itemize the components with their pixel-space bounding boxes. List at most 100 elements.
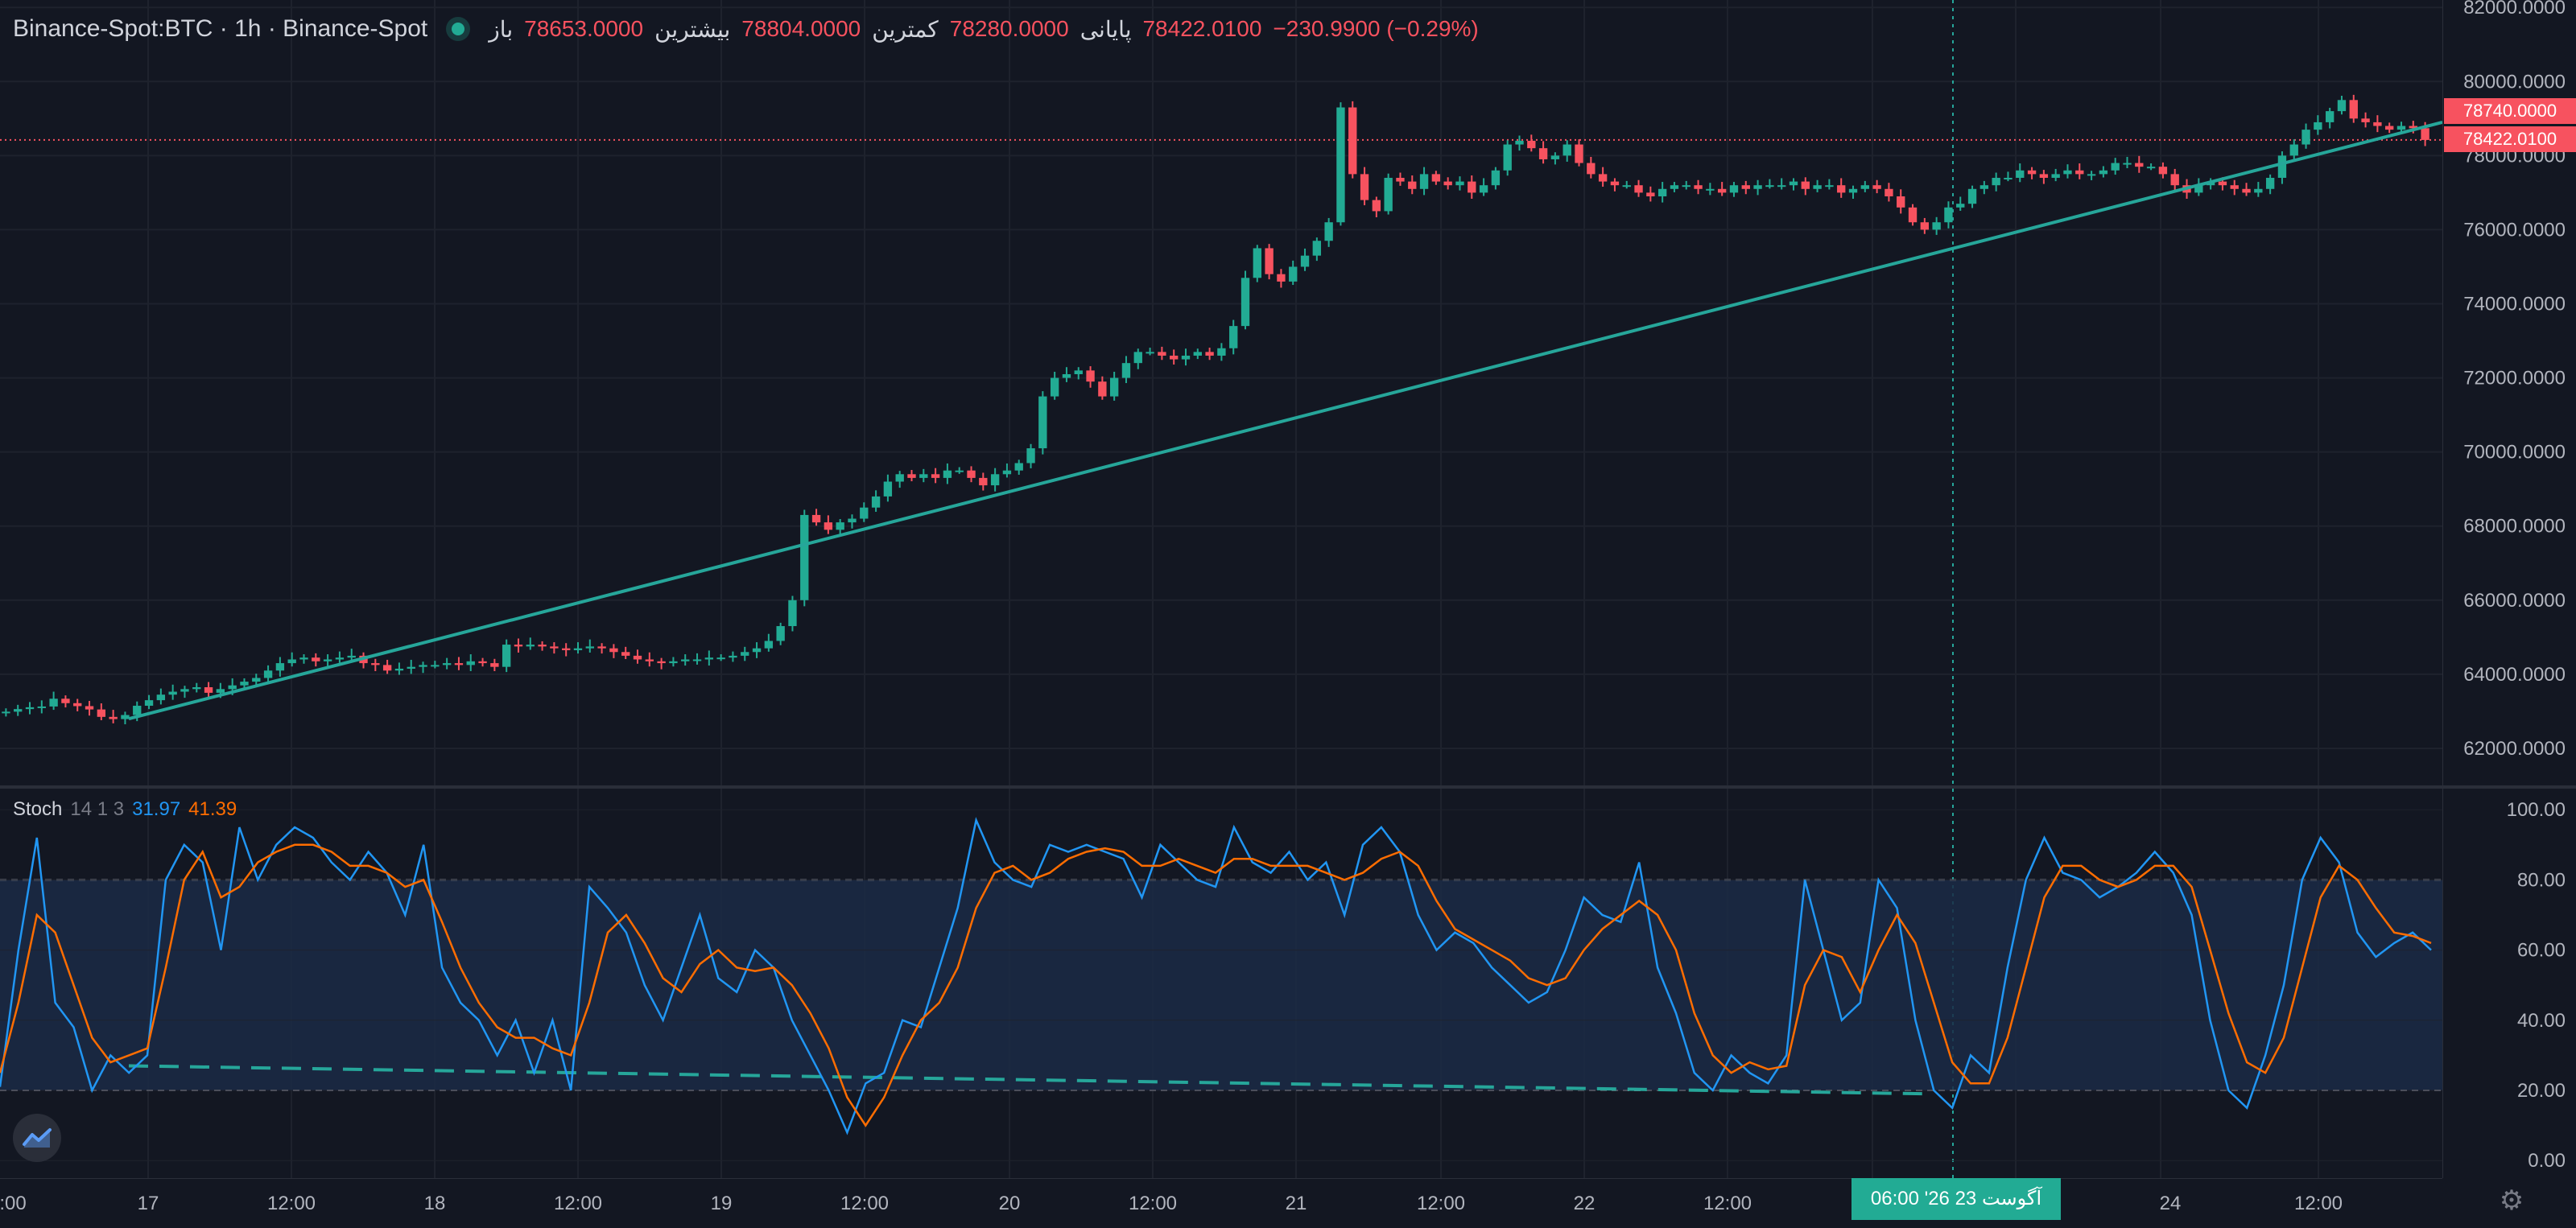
candle xyxy=(597,643,606,654)
candle-body xyxy=(299,657,308,660)
high-price-tag: 78740.0000 xyxy=(2444,98,2576,124)
candle xyxy=(454,657,464,670)
candle xyxy=(1086,366,1095,388)
candle xyxy=(990,468,1000,492)
candle xyxy=(1419,167,1429,196)
candle xyxy=(1717,182,1727,196)
candle xyxy=(955,467,964,474)
stoch-tick-label: 20.00 xyxy=(2517,1080,2566,1102)
candle-body xyxy=(144,700,154,707)
candle-body xyxy=(2135,163,2144,167)
candle-body xyxy=(2075,170,2084,175)
symbol-legend: Binance-Spot:BTC · 1h · Binance-Spot باز… xyxy=(13,13,1479,45)
overbought-oversold-band xyxy=(0,880,2442,1090)
candle-body xyxy=(347,655,356,658)
candle xyxy=(382,659,392,674)
candle-body xyxy=(1336,107,1345,223)
candle xyxy=(466,654,475,671)
candle-body xyxy=(394,668,404,671)
candle xyxy=(1860,180,1869,192)
candle xyxy=(180,686,189,698)
candle-body xyxy=(371,663,380,666)
candle-body xyxy=(2158,167,2168,175)
settings-gear-icon[interactable]: ⚙ xyxy=(2499,1185,2524,1216)
candle xyxy=(1026,443,1035,468)
candle-body xyxy=(955,470,964,472)
candle-body xyxy=(1468,181,1476,193)
candle xyxy=(1431,171,1441,185)
candle-body xyxy=(919,474,928,478)
stochastic-axis[interactable]: 100.00 80.00 60.00 40.00 20.00 0.00 xyxy=(2442,789,2576,1178)
candle xyxy=(1170,349,1179,365)
candle xyxy=(1634,179,1643,197)
candle-body xyxy=(1801,181,1810,189)
candle xyxy=(275,657,285,677)
candle-body xyxy=(502,645,511,667)
candle xyxy=(25,702,35,715)
candle xyxy=(824,515,833,534)
candle-body xyxy=(1014,463,1023,471)
candle-body xyxy=(633,655,642,660)
low-value: 78280.0000 xyxy=(949,16,1069,41)
indicator-name[interactable]: Stoch xyxy=(13,798,63,820)
candle-body xyxy=(1717,188,1727,193)
candle-body xyxy=(14,709,23,712)
time-tick-label: 22 xyxy=(1574,1193,1596,1214)
candle-body xyxy=(1372,200,1381,212)
candle-body xyxy=(788,600,797,627)
candle xyxy=(1587,156,1596,179)
candle-body xyxy=(1408,181,1417,189)
candle-body xyxy=(419,665,427,667)
time-tick-label: 18 xyxy=(424,1193,446,1214)
market-status-icon[interactable] xyxy=(452,23,465,35)
candle-body xyxy=(1074,370,1083,374)
stoch-k-value: 31.97 xyxy=(132,798,181,820)
candle-body xyxy=(1158,352,1166,356)
candle xyxy=(109,710,118,723)
candle xyxy=(1336,102,1345,226)
candle xyxy=(2325,107,2334,129)
candle xyxy=(2242,183,2251,196)
candle-body xyxy=(2111,163,2120,171)
price-chart[interactable] xyxy=(0,0,2443,785)
stochastic-chart[interactable] xyxy=(0,789,2442,1178)
candle xyxy=(883,474,893,502)
candle xyxy=(1789,178,1798,191)
candle-body xyxy=(776,626,785,641)
symbol-title[interactable]: Binance-Spot:BTC · 1h · Binance-Spot xyxy=(13,15,428,42)
brand-logo-icon[interactable] xyxy=(13,1114,61,1162)
candle xyxy=(931,468,940,484)
candle-body xyxy=(2409,126,2417,129)
candle-body xyxy=(1992,177,2000,186)
candle xyxy=(121,711,130,725)
candle xyxy=(85,701,94,716)
candle xyxy=(371,658,380,671)
candle-body xyxy=(871,496,881,508)
candle-body xyxy=(1706,188,1715,191)
candle xyxy=(156,688,166,705)
pane-divider[interactable] xyxy=(0,785,2576,789)
candle-body xyxy=(61,698,70,703)
candle xyxy=(1443,177,1452,190)
price-axis[interactable]: 82000.0000 80000.0000 78000.0000 76000.0000… xyxy=(2442,0,2576,785)
candle-body xyxy=(609,648,618,653)
candle xyxy=(1146,348,1154,356)
candle-body xyxy=(1538,148,1548,159)
candle-body xyxy=(1229,326,1238,348)
candle xyxy=(1229,319,1238,355)
candle-body xyxy=(2230,185,2239,189)
candle xyxy=(1908,204,1918,226)
stochastic-pane[interactable] xyxy=(0,789,2442,1178)
candle xyxy=(37,700,46,714)
candle-body xyxy=(2087,174,2096,176)
candle-body xyxy=(466,661,475,666)
time-axis[interactable]: :00 17 12:00 18 12:00 19 12:00 20 12:00 21 12:00 22… xyxy=(0,1178,2442,1224)
candle xyxy=(252,674,261,686)
price-tick-label: 70000.0000 xyxy=(2463,442,2566,464)
candle xyxy=(1265,244,1274,280)
price-pane[interactable] xyxy=(0,0,2443,785)
candle-body xyxy=(1241,278,1250,327)
price-tick-label: 68000.0000 xyxy=(2463,516,2566,538)
candle-body xyxy=(1277,274,1286,282)
candle-body xyxy=(1193,352,1202,356)
